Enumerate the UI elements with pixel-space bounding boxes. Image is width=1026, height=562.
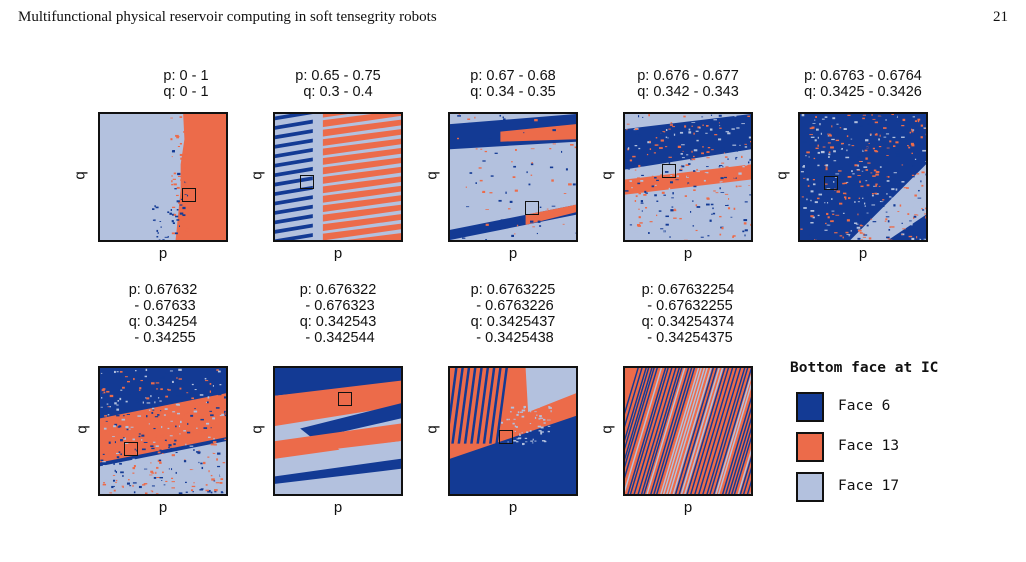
y-axis-label: q bbox=[71, 171, 89, 180]
page-number: 21 bbox=[993, 9, 1008, 25]
panel-title: p: 0.67632254 - 0.67632255 q: 0.34254374… bbox=[641, 282, 735, 346]
x-axis-label: p bbox=[158, 499, 168, 516]
legend-label: Face 6 bbox=[838, 398, 891, 414]
zoom-box bbox=[499, 430, 513, 444]
x-axis-label: p bbox=[508, 499, 518, 516]
zoom-box bbox=[300, 175, 314, 189]
basin-map bbox=[448, 112, 578, 242]
y-axis-label: q bbox=[73, 425, 91, 434]
y-axis-label: q bbox=[423, 425, 441, 434]
panel-title: p: 0.6763225 - 0.6763226 q: 0.3425437 - … bbox=[470, 282, 556, 346]
y-axis-label: q bbox=[773, 171, 791, 180]
panel-title: p: 0.676322 - 0.676323 q: 0.342543 - 0.3… bbox=[299, 282, 377, 346]
basin-map bbox=[623, 366, 753, 496]
y-axis-label: q bbox=[248, 171, 266, 180]
legend-swatch bbox=[796, 472, 824, 502]
y-axis-label: q bbox=[598, 171, 616, 180]
x-axis-label: p bbox=[858, 245, 868, 262]
x-axis-label: p bbox=[333, 245, 343, 262]
basin-map bbox=[273, 112, 403, 242]
x-axis-label: p bbox=[508, 245, 518, 262]
y-axis-label: q bbox=[248, 425, 266, 434]
zoom-box bbox=[662, 164, 676, 178]
basin-map bbox=[273, 366, 403, 496]
legend-label: Face 17 bbox=[838, 478, 900, 494]
x-axis-label: p bbox=[683, 499, 693, 516]
panel-title: p: 0.65 - 0.75 q: 0.3 - 0.4 bbox=[295, 68, 381, 100]
legend-swatch bbox=[796, 392, 824, 422]
basin-map bbox=[448, 366, 578, 496]
basin-map bbox=[623, 112, 753, 242]
y-axis-label: q bbox=[598, 425, 616, 434]
legend-swatch bbox=[796, 432, 824, 462]
panel-title: p: 0.67 - 0.68 q: 0.34 - 0.35 bbox=[470, 68, 556, 100]
panel-title: p: 0.67632 - 0.67633 q: 0.34254 - 0.3425… bbox=[128, 282, 198, 346]
legend-label: Face 13 bbox=[838, 438, 900, 454]
panel-title: p: 0.6763 - 0.6764 q: 0.3425 - 0.3426 bbox=[804, 68, 922, 100]
zoom-box bbox=[182, 188, 196, 202]
x-axis-label: p bbox=[683, 245, 693, 262]
zoom-box bbox=[824, 176, 838, 190]
zoom-box bbox=[525, 201, 539, 215]
basin-map bbox=[798, 112, 928, 242]
legend-title: Bottom face at IC bbox=[790, 360, 939, 376]
basin-map bbox=[98, 112, 228, 242]
basin-map bbox=[98, 366, 228, 496]
running-title: Multifunctional physical reservoir compu… bbox=[18, 9, 437, 25]
y-axis-label: q bbox=[423, 171, 441, 180]
panel-title: p: 0.676 - 0.677 q: 0.342 - 0.343 bbox=[637, 68, 739, 100]
panel-title: p: 0 - 1 q: 0 - 1 bbox=[163, 68, 209, 100]
x-axis-label: p bbox=[333, 499, 343, 516]
zoom-box bbox=[338, 392, 352, 406]
x-axis-label: p bbox=[158, 245, 168, 262]
zoom-box bbox=[124, 442, 138, 456]
